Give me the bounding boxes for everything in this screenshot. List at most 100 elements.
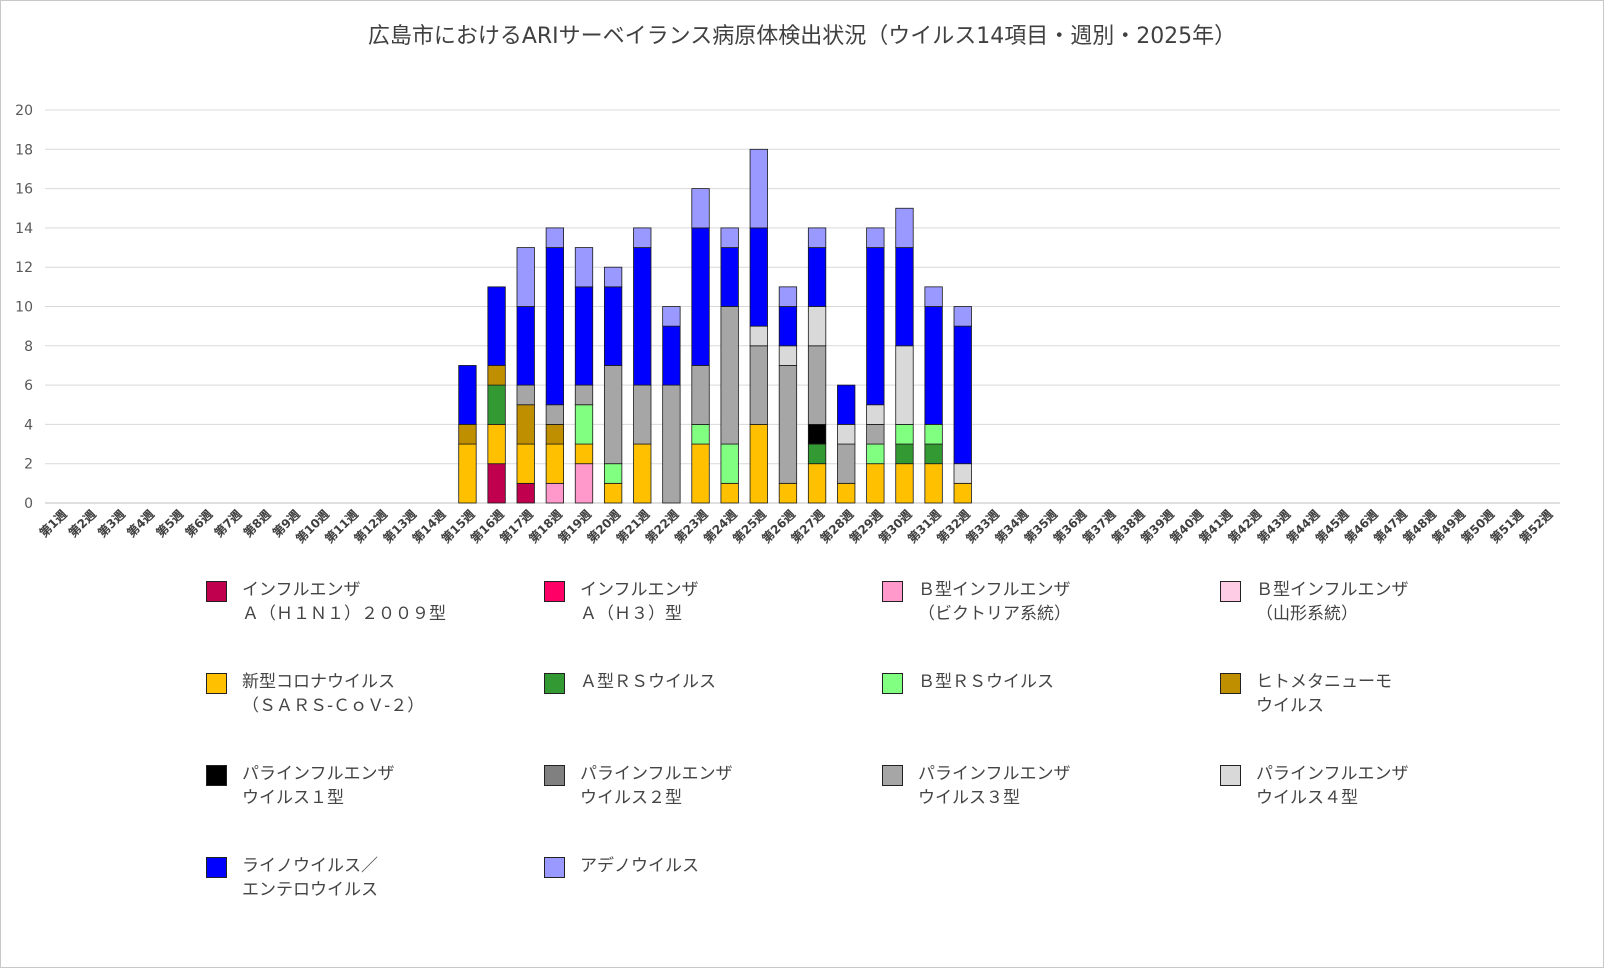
bar-segment (924, 306, 943, 425)
bar-segment (662, 325, 681, 386)
bar-segment (778, 306, 798, 347)
legend-label: Ｂ型インフルエンザ （ビクトリア系統） (918, 580, 1071, 624)
legend-swatch (1220, 765, 1241, 786)
bar-segment (807, 227, 827, 248)
bar-segment (633, 247, 652, 386)
bar-segment (837, 423, 856, 445)
bar-segment (574, 247, 594, 288)
legend-item: パラインフルエンザ ウイルス４型 (1220, 762, 1409, 810)
legend-label: Ａ型ＲＳウイルス (580, 672, 716, 692)
legend-item: Ｂ型インフルエンザ （山形系統） (1220, 578, 1409, 626)
bar-segment (720, 443, 739, 484)
legend-swatch (544, 765, 565, 786)
legend-label: Ｂ型ＲＳウイルス (918, 672, 1054, 692)
y-tick-label: 6 (24, 378, 33, 394)
bar-segment (574, 404, 594, 445)
bar-segment (633, 227, 652, 248)
legend-item: パラインフルエンザ ウイルス３型 (882, 762, 1071, 810)
x-tick-label: 第7週 (211, 507, 244, 540)
bar-segment (574, 384, 594, 406)
legend-label: 新型コロナウイルス （ＳＡＲＳ-ＣｏＶ-２） (242, 672, 425, 716)
bar-segment (720, 247, 739, 307)
bar-segment (895, 423, 914, 445)
legend-swatch (206, 765, 227, 786)
bar-segment (749, 423, 768, 504)
x-tick-label: 第5週 (153, 507, 186, 540)
legend-swatch (882, 581, 903, 602)
y-tick-label: 4 (24, 417, 33, 433)
x-tick-label: 第6週 (182, 507, 215, 540)
bar-segment (924, 443, 943, 465)
bar-segment (866, 443, 885, 465)
bar-segment (603, 365, 623, 465)
legend-item: 新型コロナウイルス （ＳＡＲＳ-ＣｏＶ-２） (206, 670, 424, 718)
bar-segment (895, 207, 914, 248)
bar-segment (895, 247, 914, 347)
bar-segment (603, 463, 623, 484)
bar-segment (749, 148, 768, 229)
legend-swatch (882, 673, 903, 694)
bar-segment (749, 345, 768, 425)
legend-swatch (882, 765, 903, 786)
legend-swatch (544, 857, 565, 878)
bar-segment (516, 443, 535, 484)
y-tick-label: 14 (15, 221, 33, 237)
legend-item: ライノウイルス／ エンテロウイルス (206, 854, 378, 902)
bar-segment (545, 482, 564, 504)
bar-segment (691, 188, 710, 229)
legend-label: パラインフルエンザ ウイルス１型 (242, 764, 395, 808)
y-tick-label: 18 (15, 142, 33, 158)
legend-swatch (206, 581, 227, 602)
legend-label: ライノウイルス／ エンテロウイルス (242, 856, 378, 900)
x-tick-label: 第8週 (240, 507, 273, 540)
bar-segment (837, 482, 856, 504)
x-tick-label: 第1週 (36, 507, 69, 540)
bar-segment (662, 384, 681, 504)
y-tick-label: 20 (15, 103, 33, 119)
bar-segment (953, 306, 972, 327)
legend-item: Ｂ型ＲＳウイルス (882, 670, 1054, 694)
bar-segment (603, 266, 623, 288)
bar-segment (778, 482, 798, 504)
legend-label: パラインフルエンザ ウイルス３型 (918, 764, 1071, 808)
legend-swatch (544, 673, 565, 694)
bar-segment (633, 443, 652, 504)
bar-segment (574, 286, 594, 386)
chart-title: 広島市におけるARIサーベイランス病原体検出状況（ウイルス14項目・週別・202… (367, 24, 1237, 49)
legend-label: Ｂ型インフルエンザ （山形系統） (1256, 580, 1409, 624)
legend-item: Ｂ型インフルエンザ （ビクトリア系統） (882, 578, 1071, 626)
bar-segment (953, 482, 972, 504)
x-tick-label: 第3週 (94, 507, 127, 540)
bar-segment (487, 423, 506, 465)
bar-segment (720, 482, 739, 504)
bar-segment (574, 463, 594, 504)
y-tick-label: 2 (24, 457, 33, 473)
legend-item: インフルエンザ Ａ（Ｈ１Ｎ１）２００９型 (206, 578, 446, 626)
bar-segment (662, 306, 681, 327)
bar-segment (924, 423, 943, 445)
bar-segment (866, 247, 885, 406)
bar-segment (487, 463, 506, 504)
legend-swatch (544, 581, 565, 602)
legend-label: パラインフルエンザ ウイルス２型 (580, 764, 733, 808)
bar-segment (837, 384, 856, 425)
legend-label: インフルエンザ Ａ（Ｈ１Ｎ１）２００９型 (242, 580, 446, 624)
y-tick-label: 8 (24, 339, 33, 355)
bar-segment (574, 443, 594, 465)
bar-segment (807, 423, 827, 445)
legend-label: ヒトメタニューモ ウイルス (1256, 672, 1392, 716)
x-tick-label: 第2週 (65, 507, 98, 540)
bar-segment (487, 286, 506, 366)
bar-segment (895, 345, 914, 425)
legend-swatch (206, 673, 227, 694)
bar-segment (691, 365, 710, 425)
legend-label: パラインフルエンザ ウイルス４型 (1256, 764, 1409, 808)
bar-segment (516, 404, 535, 445)
bar-segment (516, 384, 535, 406)
bar-segment (807, 306, 827, 347)
legend-swatch (1220, 581, 1241, 602)
legend-item: パラインフルエンザ ウイルス１型 (206, 762, 395, 810)
bar-segment (487, 384, 506, 425)
bar-segment (807, 345, 827, 425)
